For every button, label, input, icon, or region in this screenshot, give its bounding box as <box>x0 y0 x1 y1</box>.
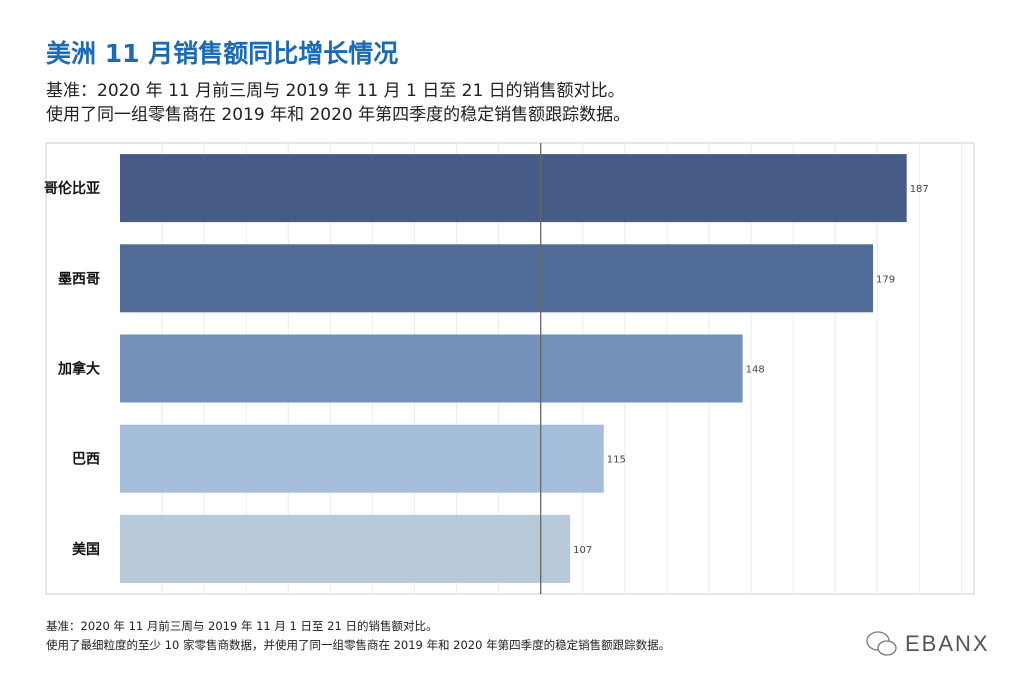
footnote-line-2: 使用了最细粒度的至少 10 家零售商数据，并使用了同一组零售商在 2019 年和… <box>46 638 671 652</box>
bar-1 <box>120 244 874 313</box>
ebanx-logo: EBANX <box>865 630 990 658</box>
bar-4 <box>120 514 571 583</box>
data-label: 115 <box>607 455 626 466</box>
bar-0 <box>120 154 907 223</box>
chart-title: 美洲 11 月销售额同比增长情况 <box>46 39 399 68</box>
category-label: 哥伦比亚 <box>44 180 100 197</box>
category-label: 墨西哥 <box>58 271 100 287</box>
logo-text: EBANX <box>905 631 990 656</box>
footnote-line-1: 基准：2020 年 11 月前三周与 2019 年 11 月 1 日至 21 日… <box>46 619 438 633</box>
category-label: 加拿大 <box>57 361 100 378</box>
category-label: 美国 <box>72 541 100 558</box>
data-label: 179 <box>876 274 895 285</box>
bar-2 <box>120 334 743 403</box>
bar-3 <box>120 424 604 493</box>
subtitle-line-1: 基准：2020 年 11 月前三周与 2019 年 11 月 1 日至 21 日… <box>46 81 625 101</box>
data-label: 148 <box>746 365 765 376</box>
data-label: 187 <box>910 184 929 195</box>
subtitle-line-2: 使用了同一组零售商在 2019 年和 2020 年第四季度的稳定销售额跟踪数据。 <box>46 105 631 125</box>
data-label: 107 <box>573 545 592 556</box>
category-label: 巴西 <box>72 452 100 468</box>
wechat-icon <box>866 631 897 656</box>
